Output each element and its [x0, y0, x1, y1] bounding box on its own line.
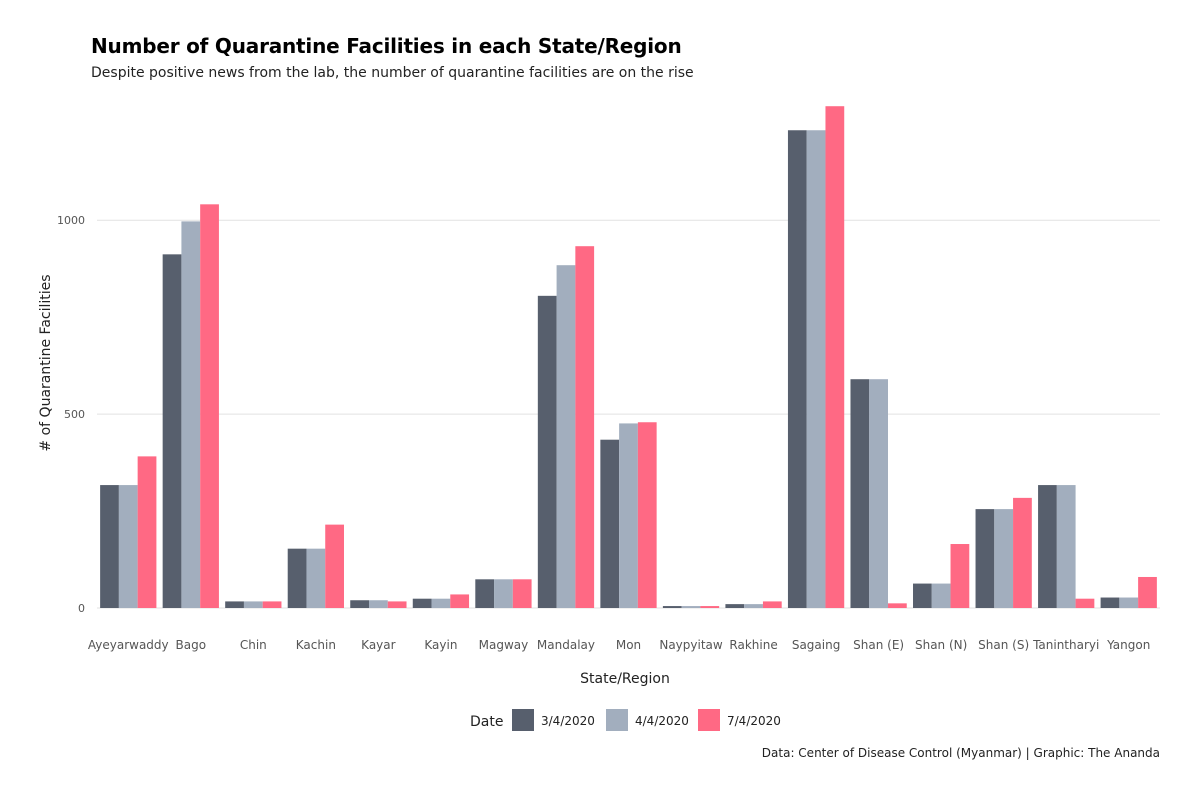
bar-naypyitaw-1 — [681, 606, 701, 608]
x-tick-label: Yangon — [1106, 638, 1150, 652]
bar-shan-e--1 — [869, 379, 888, 608]
bar-shan-e--2 — [887, 603, 907, 608]
legend-label-2: 7/4/2020 — [727, 714, 781, 728]
legend-swatch-0 — [512, 709, 534, 731]
y-axis-title: # of Quarantine Facilities — [38, 274, 54, 451]
legend-title: Date — [470, 714, 503, 730]
bar-mon-2 — [637, 422, 657, 608]
y-axis-ticks: 0 500 1000 — [57, 214, 85, 615]
bar-bago-2 — [200, 204, 219, 608]
bar-chin-2 — [262, 601, 282, 608]
x-tick-label: Shan (N) — [915, 638, 967, 652]
bar-rakhine-1 — [744, 604, 763, 608]
legend-swatch-1 — [606, 709, 628, 731]
chart-title: Number of Quarantine Facilities in each … — [91, 34, 682, 58]
bar-naypyitaw-0 — [662, 606, 682, 608]
bar-yangon-0 — [1100, 597, 1120, 608]
bar-kachin-2 — [325, 524, 344, 608]
x-tick-label: Rakhine — [729, 638, 777, 652]
bar-rakhine-0 — [725, 604, 745, 608]
bar-shan-n--2 — [950, 544, 970, 608]
bar-shan-s--2 — [1013, 497, 1032, 608]
bar-ayeyarwaddy-1 — [118, 485, 138, 608]
x-tick-label: Kayin — [424, 638, 457, 652]
bar-kayar-2 — [387, 601, 407, 608]
x-tick-label: Chin — [240, 638, 267, 652]
bar-magway-0 — [475, 579, 495, 608]
bars — [100, 106, 1157, 609]
bar-tanintharyi-0 — [1038, 485, 1057, 608]
bar-kayin-0 — [412, 598, 432, 608]
bar-bago-0 — [162, 254, 182, 608]
bar-yangon-1 — [1119, 597, 1139, 608]
bar-shan-n--0 — [913, 583, 932, 608]
bar-shan-n--1 — [931, 583, 951, 608]
bar-ayeyarwaddy-2 — [137, 456, 157, 608]
bar-kachin-1 — [306, 548, 326, 608]
bar-naypyitaw-2 — [700, 606, 720, 608]
x-tick-label: Magway — [479, 638, 529, 652]
bar-sagaing-2 — [825, 106, 845, 608]
x-tick-label: Sagaing — [792, 638, 841, 652]
x-tick-label: Tanintharyi — [1032, 638, 1099, 652]
y-tick-label: 500 — [64, 408, 85, 421]
bar-kayin-2 — [450, 594, 470, 608]
bar-mandalay-1 — [556, 265, 576, 608]
chart-subtitle: Despite positive news from the lab, the … — [91, 65, 694, 81]
chart-caption: Data: Center of Disease Control (Myanmar… — [762, 746, 1160, 760]
x-tick-label: Kayar — [361, 638, 395, 652]
bar-kayar-1 — [369, 600, 388, 608]
legend-label-0: 3/4/2020 — [541, 714, 595, 728]
y-tick-label: 1000 — [57, 214, 85, 227]
bar-bago-1 — [181, 221, 201, 608]
x-tick-label: Mandalay — [537, 638, 595, 652]
x-tick-label: Kachin — [296, 638, 336, 652]
bar-magway-2 — [512, 579, 532, 608]
bar-shan-s--1 — [994, 509, 1014, 608]
bar-mandalay-2 — [575, 246, 595, 608]
x-tick-label: Ayeyarwaddy — [88, 638, 169, 652]
bar-shan-s--0 — [975, 509, 995, 608]
bar-mon-0 — [600, 439, 620, 608]
x-axis-ticks: Ayeyarwaddy Bago Chin Kachin Kayar Kayin Magwa… — [88, 638, 1150, 652]
x-axis-title: State/Region — [580, 671, 670, 687]
bar-sagaing-0 — [787, 130, 807, 609]
bar-ayeyarwaddy-0 — [100, 485, 119, 608]
bar-chin-0 — [225, 601, 244, 608]
x-tick-label: Naypyitaw — [659, 638, 723, 652]
legend-label-1: 4/4/2020 — [635, 714, 689, 728]
bar-tanintharyi-2 — [1075, 598, 1095, 608]
legend-swatch-2 — [698, 709, 720, 731]
x-tick-label: Mon — [616, 638, 641, 652]
bar-yangon-2 — [1138, 576, 1157, 608]
x-tick-label: Bago — [176, 638, 207, 652]
bar-sagaing-1 — [806, 130, 826, 609]
y-tick-label: 0 — [78, 602, 85, 615]
bar-mon-1 — [619, 423, 638, 608]
x-tick-label: Shan (E) — [853, 638, 904, 652]
bar-shan-e--0 — [850, 379, 870, 608]
bar-rakhine-2 — [762, 601, 782, 608]
bar-kayin-1 — [431, 598, 451, 608]
bar-mandalay-0 — [537, 295, 557, 608]
bar-chin-1 — [243, 601, 263, 608]
bar-tanintharyi-1 — [1056, 485, 1076, 608]
x-tick-label: Shan (S) — [978, 638, 1029, 652]
bar-magway-1 — [494, 579, 513, 608]
bar-kayar-0 — [350, 600, 370, 608]
bar-kachin-0 — [287, 548, 307, 608]
legend: 3/4/2020 4/4/2020 7/4/2020 — [512, 709, 781, 731]
